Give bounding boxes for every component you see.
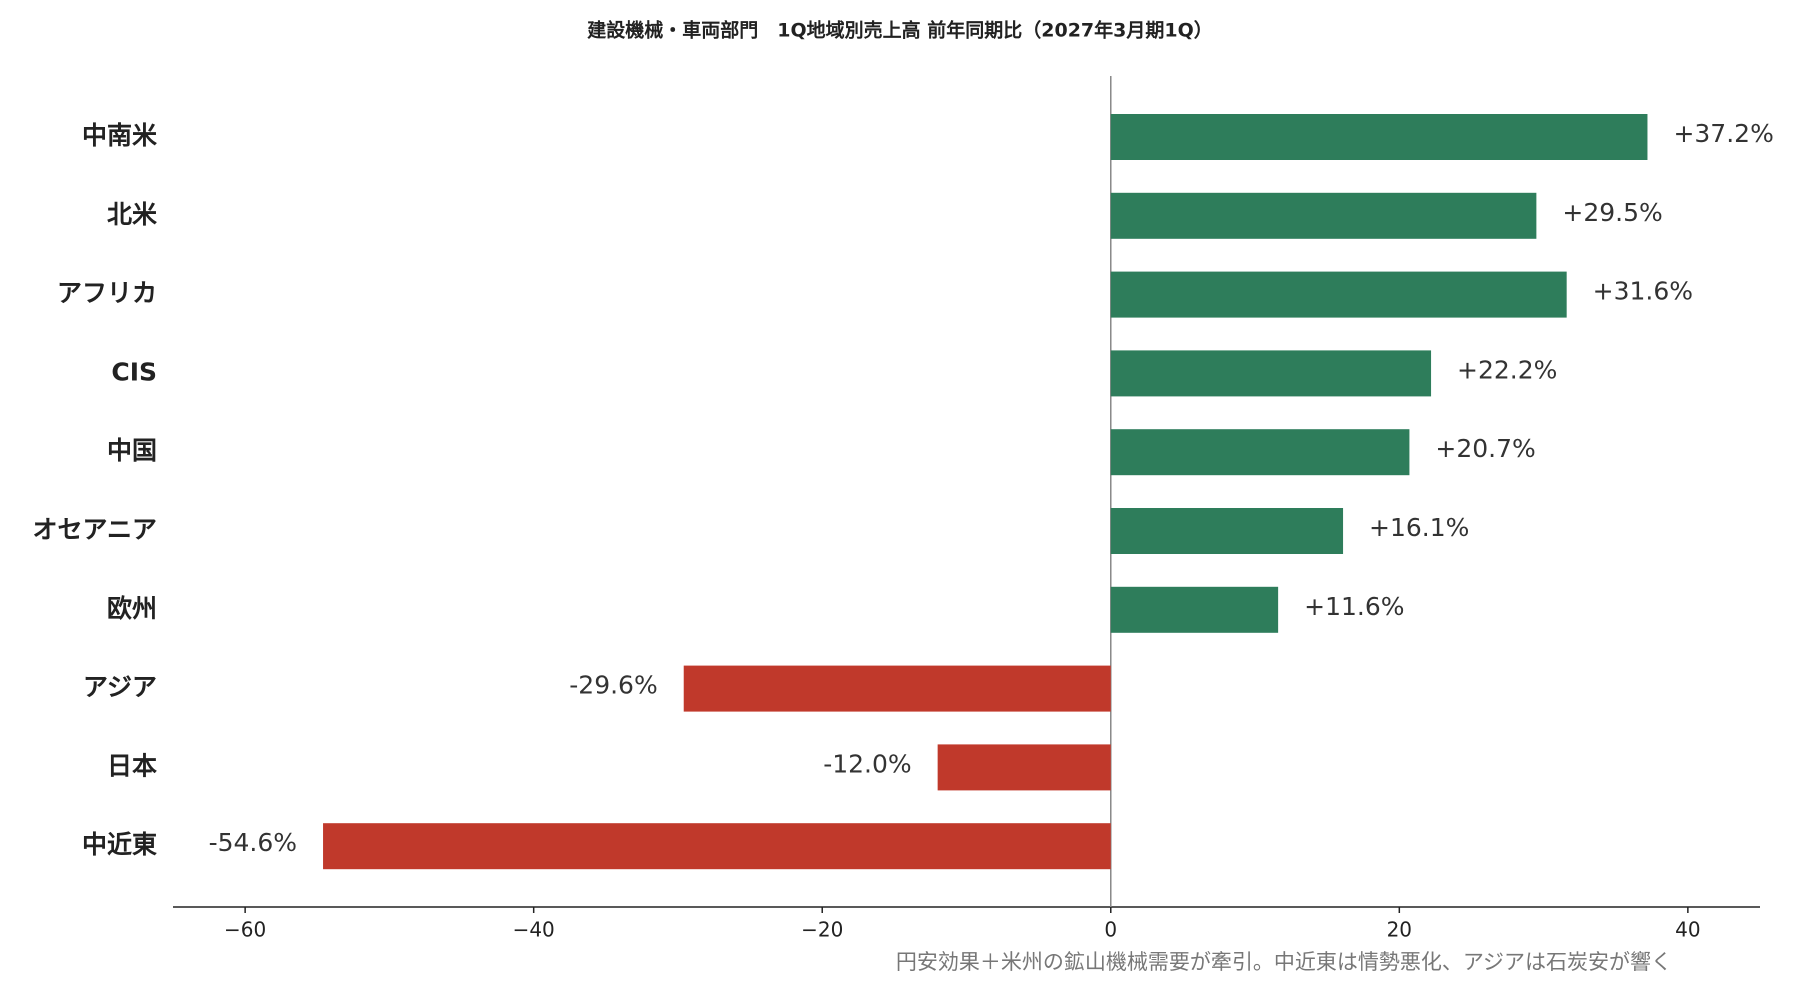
y-tick-label: 北米 (107, 200, 158, 229)
y-tick-label: 中国 (107, 436, 157, 465)
bar (1110, 508, 1344, 554)
bar (1110, 586, 1279, 633)
value-label: +22.2% (1457, 355, 1557, 384)
bar (1110, 350, 1432, 397)
y-tick-label: アジア (83, 673, 157, 702)
bar (1110, 114, 1648, 160)
value-label: +31.6% (1593, 277, 1693, 306)
x-tick-label: 40 (1675, 918, 1700, 942)
value-label: -54.6% (209, 828, 297, 857)
value-label: +29.5% (1562, 198, 1662, 227)
value-label: -12.0% (823, 749, 911, 778)
x-tick-label: 20 (1387, 918, 1412, 942)
bar (683, 665, 1111, 712)
x-tick-label: 0 (1104, 918, 1117, 942)
bar (1110, 429, 1410, 476)
y-tick-label: 欧州 (107, 594, 157, 623)
chart-title: 建設機械・車両部門 1Q地域別売上高 前年同期比（2027年3月期1Q） (587, 19, 1212, 42)
bar (1110, 192, 1537, 239)
y-tick-label: 中南米 (82, 121, 158, 150)
x-tick-label: −20 (801, 918, 843, 942)
bar (937, 744, 1111, 791)
y-tick-label: 日本 (107, 751, 157, 780)
value-label: +20.7% (1435, 434, 1535, 463)
annotation: 円安効果＋米州の鉱山機械需要が牽引。中近東は情勢悪化、アジアは石炭安が響く (896, 950, 1672, 974)
y-tick-label: アフリカ (57, 279, 157, 308)
y-tick-label: 中近東 (82, 830, 157, 859)
bar (1110, 271, 1567, 318)
value-label: +37.2% (1673, 119, 1773, 148)
value-label: +16.1% (1369, 513, 1469, 542)
bar (323, 823, 1111, 870)
value-label: +11.6% (1304, 592, 1404, 621)
value-label: -29.6% (569, 671, 657, 700)
y-tick-label: オセアニア (32, 515, 157, 544)
x-tick-label: −40 (513, 918, 555, 942)
y-tick-label: CIS (111, 357, 157, 386)
x-tick-label: −60 (224, 918, 266, 942)
